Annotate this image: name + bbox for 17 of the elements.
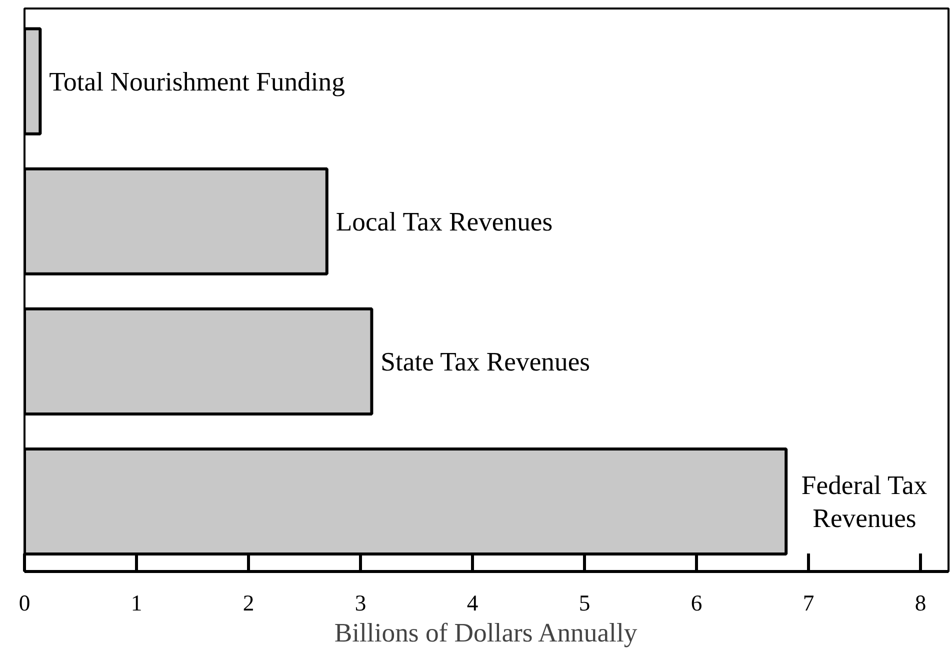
bar	[24, 167, 328, 276]
x-tick-label: 1	[130, 590, 142, 616]
x-tick-label: 8	[914, 590, 926, 616]
x-tick-label: 2	[242, 590, 254, 616]
y-tick-label: Local Tax Revenues	[336, 206, 553, 236]
x-tick-label: 5	[578, 590, 590, 616]
x-tick-label: 6	[690, 590, 702, 616]
x-tick-label: 7	[802, 590, 814, 616]
x-tick-label: 4	[466, 590, 478, 616]
x-tick-label: 0	[18, 590, 30, 616]
y-tick-label: Federal Tax Revenues	[801, 470, 928, 533]
y-tick-label: Total Nourishment Funding	[49, 66, 345, 96]
bar	[24, 307, 374, 416]
x-axis-title: Billions of Dollars Annually	[334, 618, 638, 648]
bar	[24, 27, 42, 136]
x-tick-label: 3	[354, 590, 366, 616]
y-tick-label: State Tax Revenues	[380, 346, 590, 376]
